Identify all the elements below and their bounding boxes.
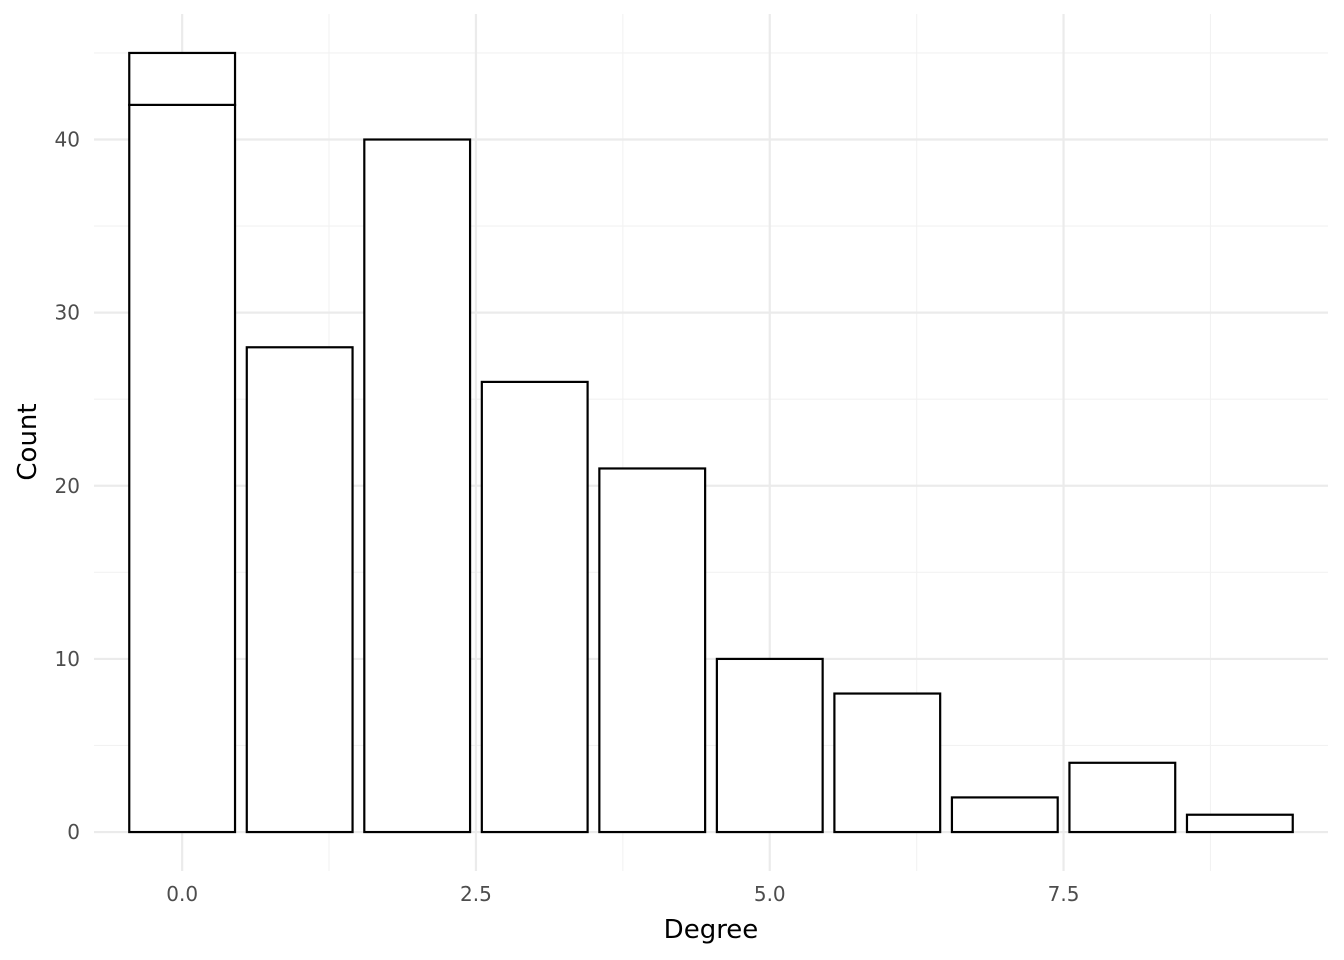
x-tick-label: 5.0 — [754, 882, 786, 906]
x-tick-label: 7.5 — [1048, 882, 1080, 906]
bar-segment — [715, 657, 824, 834]
x-tick-label: 0.0 — [166, 882, 198, 906]
y-tick-label: 20 — [55, 474, 80, 498]
bar-segment — [128, 103, 237, 834]
bars — [128, 51, 1294, 834]
tick-labels: 0.0 2.5 5.0 7.5 0 10 20 30 40 — [55, 128, 1080, 906]
x-tick-label: 2.5 — [460, 882, 492, 906]
bar-segment — [128, 51, 237, 106]
x-axis-title: Degree — [664, 915, 759, 945]
bar-segment — [245, 346, 354, 834]
y-tick-label: 10 — [55, 647, 80, 671]
y-tick-label: 0 — [67, 820, 80, 844]
bar-segment — [363, 138, 472, 834]
y-tick-label: 40 — [55, 128, 80, 152]
y-tick-label: 30 — [55, 301, 80, 325]
y-axis-title: Count — [13, 403, 43, 480]
bar-segment — [833, 692, 942, 834]
bar-segment — [950, 796, 1059, 834]
bar-segment — [1068, 761, 1177, 834]
bar-segment — [598, 467, 707, 834]
bar-segment — [480, 380, 589, 834]
bar-segment — [1185, 813, 1294, 834]
